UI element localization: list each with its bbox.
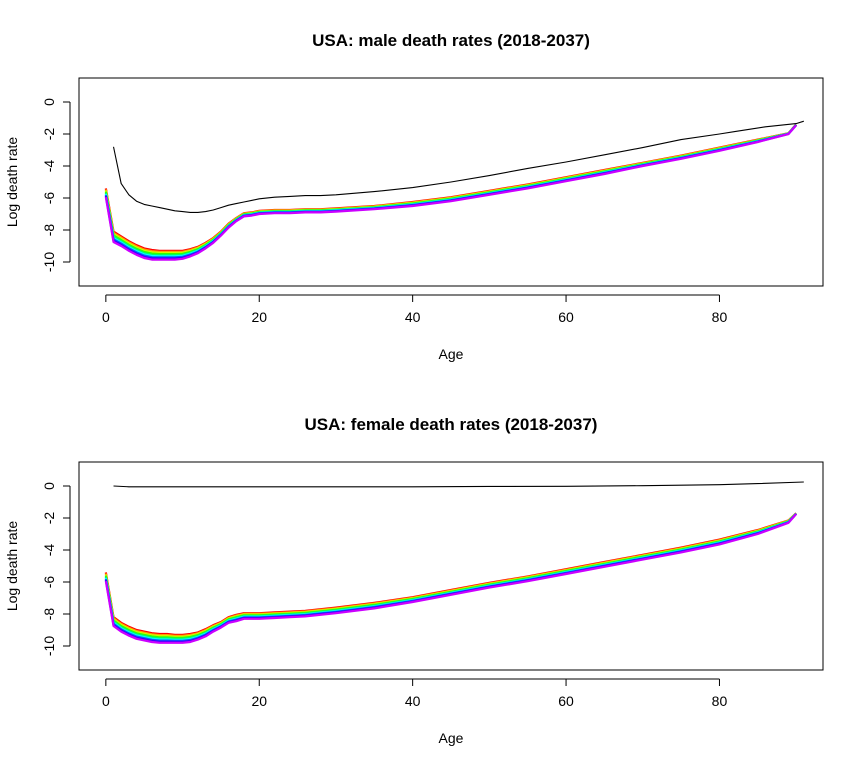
forecast-line — [104, 512, 797, 641]
forecast-line — [104, 512, 797, 640]
forecast-line — [104, 513, 797, 643]
forecast-line — [104, 124, 797, 257]
y-tick-label: -6 — [41, 192, 57, 205]
y-tick-label: -10 — [41, 252, 57, 272]
forecast-line — [104, 124, 797, 261]
forecast-line — [104, 123, 797, 252]
forecast-line — [104, 123, 797, 253]
plot-frame — [78, 77, 824, 287]
reference-line — [112, 120, 804, 213]
y-tick-label: -2 — [41, 512, 57, 525]
forecast-line — [104, 124, 797, 259]
male-death-rates-panel: USA: male death rates (2018-2037) Age Lo… — [4, 31, 824, 362]
forecast-line — [104, 124, 797, 260]
y-tick-label: 0 — [41, 98, 57, 106]
forecast-line — [104, 513, 797, 644]
plot-area: 0 20 40 60 80 0 -2 -4 -6 -8 -10 — [41, 461, 824, 709]
x-axis-label: Age — [439, 346, 464, 362]
forecast-line — [104, 123, 797, 256]
x-tick-label: 0 — [102, 309, 110, 325]
y-tick-label: -4 — [41, 160, 57, 173]
x-tick-label: 40 — [405, 309, 421, 325]
forecast-line — [104, 124, 797, 258]
forecast-line — [104, 512, 797, 636]
female-death-rates-panel: USA: female death rates (2018-2037) Age … — [4, 415, 824, 746]
forecast-line — [104, 123, 797, 255]
x-axis-label: Age — [439, 730, 464, 746]
forecast-line — [104, 512, 797, 639]
x-tick-label: 60 — [558, 309, 574, 325]
y-axis-label: Log death rate — [4, 137, 20, 228]
plot-frame — [78, 461, 824, 671]
x-tick-label: 0 — [102, 693, 110, 709]
forecast-line — [104, 512, 797, 638]
reference-line — [113, 481, 804, 488]
y-axis-label: Log death rate — [4, 521, 20, 612]
chart-title: USA: female death rates (2018-2037) — [305, 415, 598, 434]
y-tick-label: -10 — [41, 636, 57, 656]
x-tick-label: 20 — [251, 309, 267, 325]
plot-area: 0 20 40 60 80 0 -2 -4 -6 -8 -10 — [41, 77, 824, 325]
forecast-line — [104, 512, 797, 637]
y-tick-label: -2 — [41, 128, 57, 141]
y-tick-label: 0 — [41, 482, 57, 490]
x-tick-label: 20 — [251, 693, 267, 709]
x-tick-label: 60 — [558, 693, 574, 709]
y-tick-label: -8 — [41, 608, 57, 621]
x-tick-label: 80 — [712, 693, 728, 709]
y-tick-label: -4 — [41, 544, 57, 557]
y-tick-label: -6 — [41, 576, 57, 589]
x-tick-label: 40 — [405, 693, 421, 709]
x-tick-label: 80 — [712, 309, 728, 325]
chart-title: USA: male death rates (2018-2037) — [312, 31, 590, 50]
forecast-line — [104, 513, 797, 642]
y-tick-label: -8 — [41, 224, 57, 237]
